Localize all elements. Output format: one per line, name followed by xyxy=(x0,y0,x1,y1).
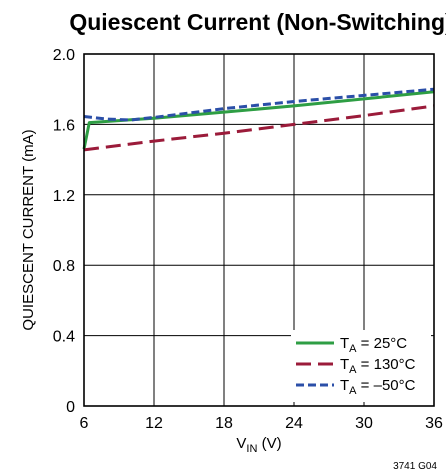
y-axis-label: QUIESCENT CURRENT (mA) xyxy=(20,129,37,330)
legend: TA = 25°CTA = 130°CTA = –50°C xyxy=(291,330,431,402)
figure-id: 3741 G04 xyxy=(393,461,437,472)
series-lines xyxy=(82,87,435,152)
y-tick-label: 0.8 xyxy=(53,258,75,275)
y-tick-label: 0.4 xyxy=(53,329,75,346)
y-tick-labels: 0 0.4 0.8 1.2 1.6 2.0 xyxy=(53,47,75,416)
series-line-2 xyxy=(83,87,435,122)
legend-label-2: TA = –50°C xyxy=(340,377,416,397)
y-tick-label: 2.0 xyxy=(53,47,75,64)
y-tick-label: 1.6 xyxy=(53,117,75,134)
x-tick-label: 24 xyxy=(285,415,303,432)
x-tick-label: 12 xyxy=(145,415,163,432)
y-tick-label: 1.2 xyxy=(53,188,75,205)
y-tick-label: 0 xyxy=(66,399,75,416)
x-tick-labels: 6 12 18 24 30 36 xyxy=(80,415,443,432)
x-tick-label: 18 xyxy=(215,415,233,432)
series-line-1 xyxy=(83,104,435,152)
x-tick-label: 36 xyxy=(425,415,443,432)
x-axis-label: VIN (V) xyxy=(236,435,281,455)
legend-label-1: TA = 130°C xyxy=(340,356,416,376)
x-tick-label: 6 xyxy=(80,415,89,432)
x-tick-label: 30 xyxy=(355,415,373,432)
chart-title: Quiescent Current (Non-Switching) xyxy=(69,9,446,35)
plot-frame xyxy=(83,53,435,407)
series-line-0 xyxy=(82,90,435,150)
legend-label-0: TA = 25°C xyxy=(340,335,407,355)
